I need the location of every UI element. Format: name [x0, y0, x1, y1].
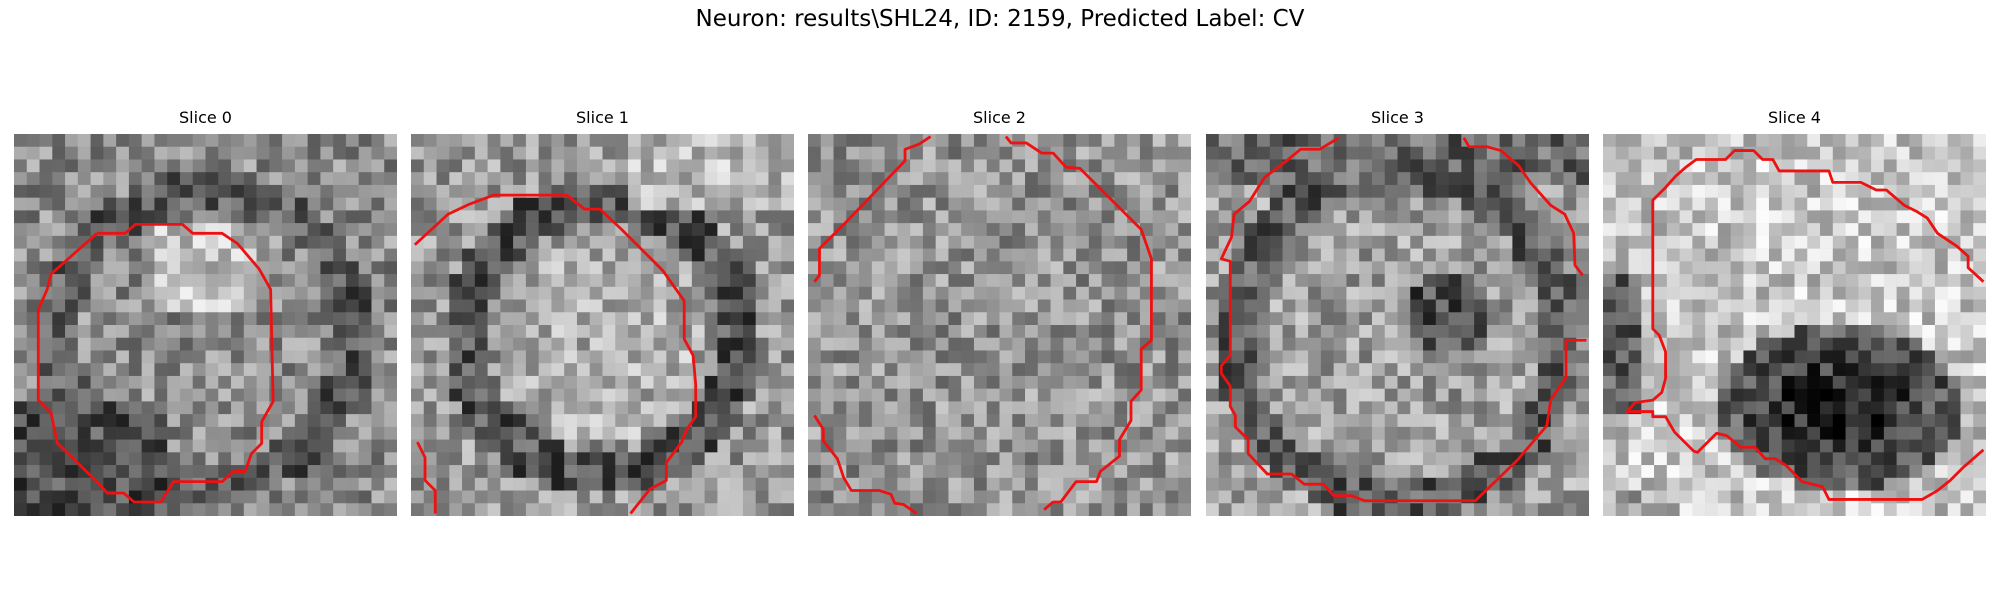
slice-4-contour	[1625, 149, 1985, 501]
slice-2-contour-right	[1004, 135, 1153, 511]
slice-2-contour-bottom-left	[813, 414, 918, 515]
slice-0-pixels	[14, 134, 397, 516]
slice-3-canvas	[1206, 134, 1589, 516]
slice-4-title: Slice 4	[1768, 108, 1821, 127]
slice-2-canvas	[808, 134, 1191, 516]
figure-title: Neuron: results\SHL24, ID: 2159, Predict…	[695, 6, 1305, 32]
slice-4-canvas	[1603, 134, 1986, 516]
slice-2-image	[808, 134, 1191, 516]
slice-1-title: Slice 1	[576, 108, 629, 127]
slice-1-canvas	[411, 134, 794, 516]
slice-3-pixels	[1206, 134, 1589, 516]
slice-1-contour-edge	[416, 441, 437, 514]
slice-3-contour	[1219, 136, 1587, 503]
slice-0-contour	[36, 223, 275, 504]
slice-1-pixels	[411, 134, 794, 516]
slice-1-contour	[413, 193, 698, 515]
slice-0-title: Slice 0	[179, 108, 232, 127]
slice-0-image	[14, 134, 397, 516]
slice-4-image	[1603, 134, 1986, 516]
slice-3-contour-right	[1462, 137, 1584, 277]
slice-3-image	[1206, 134, 1589, 516]
slice-2-pixels	[808, 134, 1191, 516]
slice-3-title: Slice 3	[1371, 108, 1424, 127]
slice-2-contour-top	[813, 135, 932, 283]
slice-0-canvas	[14, 134, 397, 516]
slice-1-image	[411, 134, 794, 516]
slice-2-title: Slice 2	[973, 108, 1026, 127]
